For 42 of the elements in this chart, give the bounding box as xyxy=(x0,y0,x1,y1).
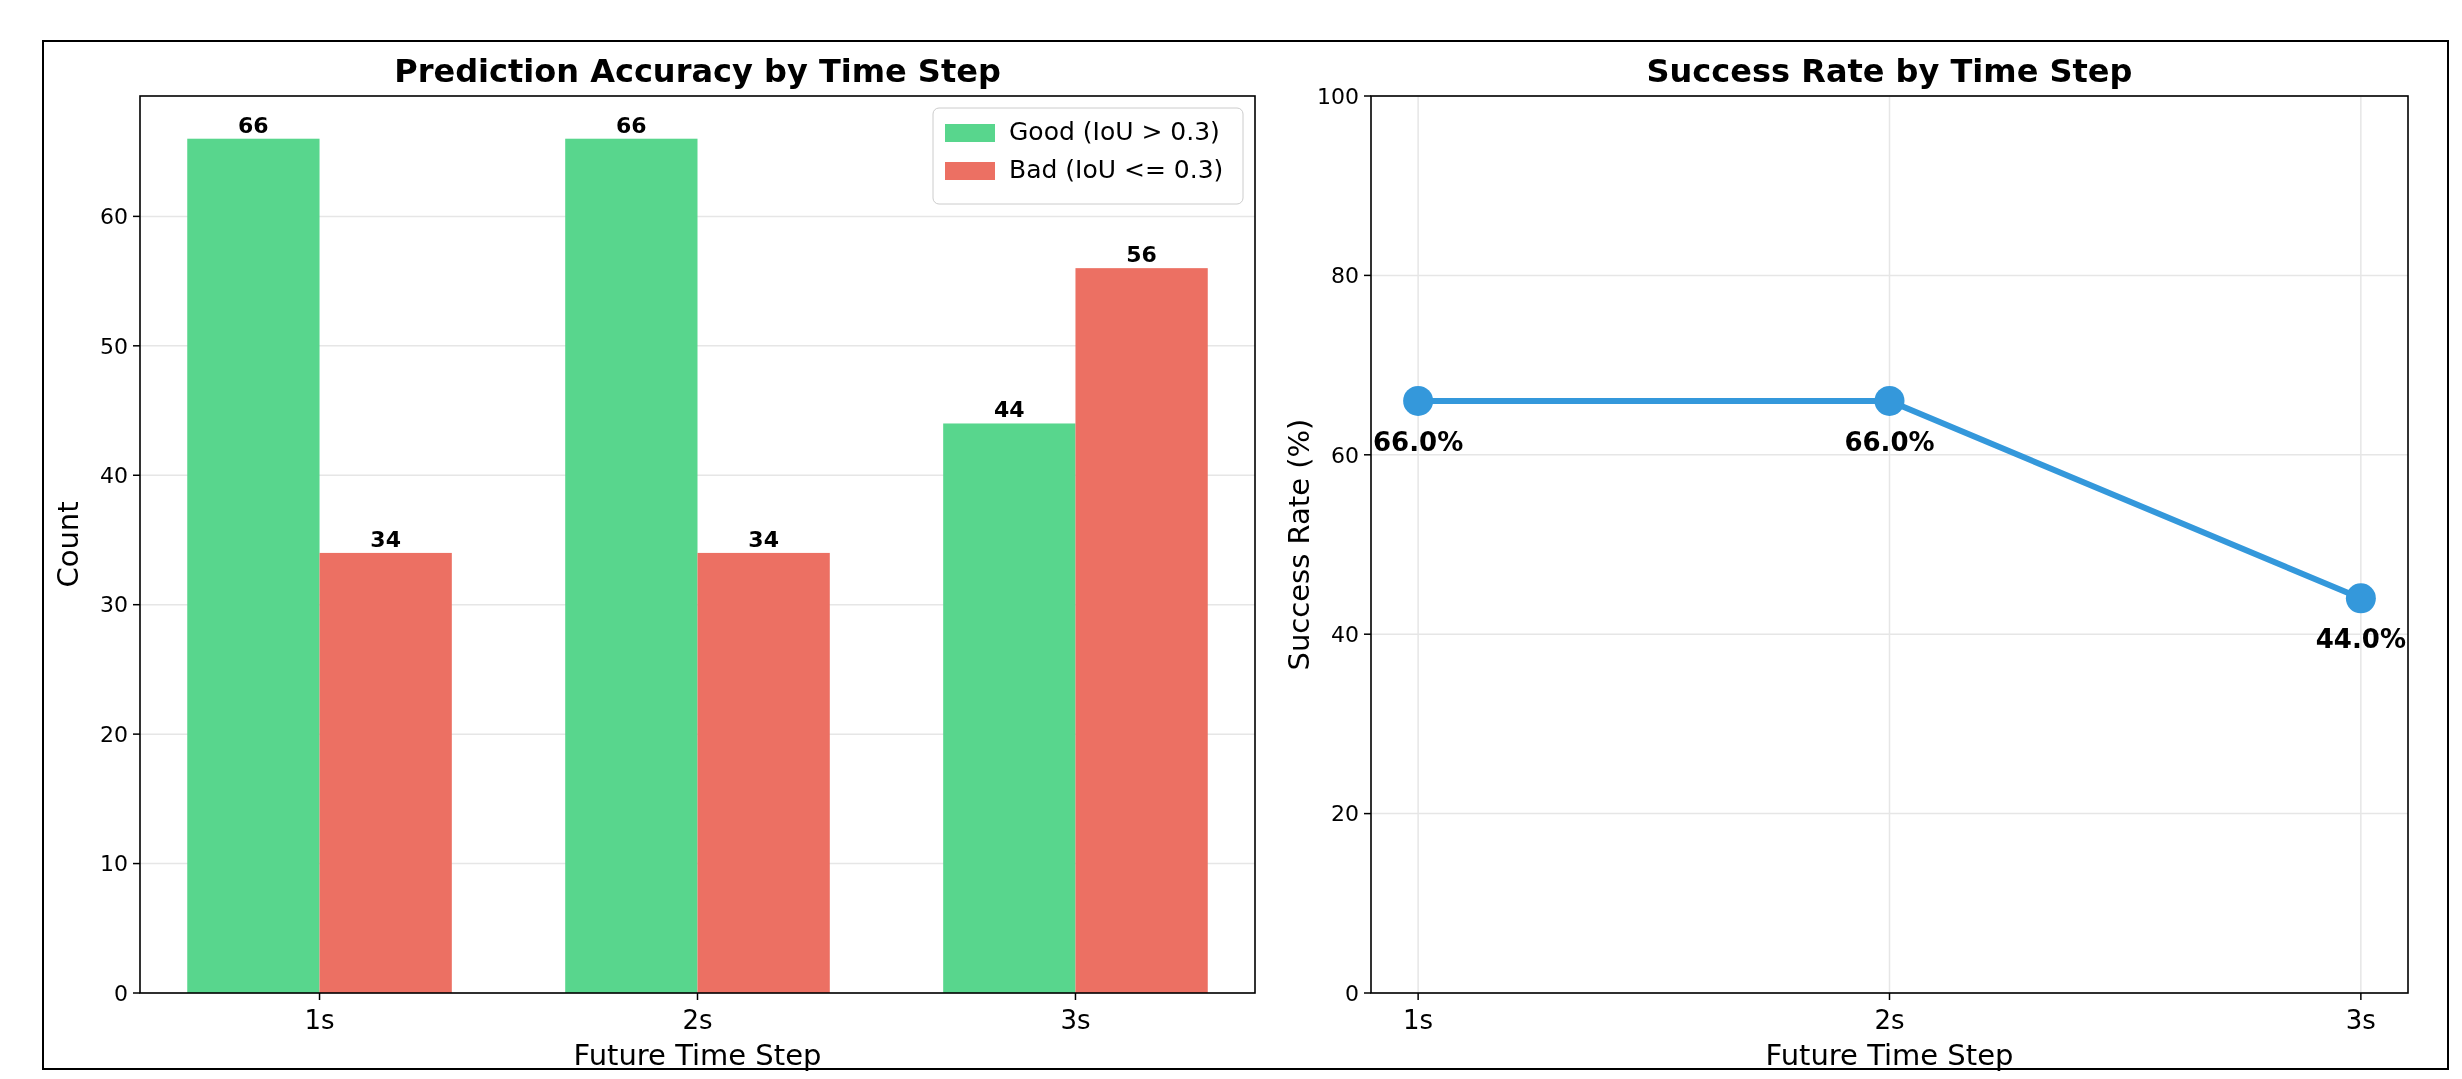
legend-label: Good (IoU > 0.3) xyxy=(1009,117,1220,146)
data-label: 44 xyxy=(994,397,1025,423)
x-axis-title: Future Time Step xyxy=(573,1038,822,1072)
y-tick-label: 20 xyxy=(100,721,128,747)
y-tick-label: 40 xyxy=(100,462,128,488)
bar xyxy=(1075,268,1208,993)
data-label: 56 xyxy=(1126,242,1157,268)
x-tick-label: 3s xyxy=(2345,1005,2376,1035)
bar xyxy=(187,138,320,993)
y-tick-label: 60 xyxy=(1331,442,1359,468)
y-tick-label: 30 xyxy=(100,592,128,618)
y-tick-label: 0 xyxy=(1345,980,1359,1006)
x-tick-label: 2s xyxy=(682,1005,713,1035)
data-label: 66.0% xyxy=(1373,426,1464,457)
y-axis-title: Success Rate (%) xyxy=(1282,418,1316,671)
legend-label: Bad (IoU <= 0.3) xyxy=(1009,155,1224,184)
y-tick-label: 10 xyxy=(100,851,128,877)
y-tick-label: 20 xyxy=(1331,801,1359,827)
x-tick-label: 2s xyxy=(1874,1005,1905,1035)
data-label: 66 xyxy=(616,112,647,138)
x-tick-label: 1s xyxy=(304,1005,335,1035)
y-tick-label: 100 xyxy=(1317,83,1359,109)
data-label: 44.0% xyxy=(2315,624,2406,655)
y-tick-label: 60 xyxy=(100,204,128,230)
y-tick-label: 50 xyxy=(100,333,128,359)
chart-title: Success Rate by Time Step xyxy=(1646,52,2133,90)
bar xyxy=(319,552,452,993)
bar xyxy=(697,552,830,993)
y-tick-label: 80 xyxy=(1331,263,1359,289)
bar xyxy=(565,138,698,993)
chart-title: Prediction Accuracy by Time Step xyxy=(394,52,1001,90)
bar xyxy=(943,423,1076,993)
x-tick-label: 3s xyxy=(1060,1005,1091,1035)
y-axis-title: Count xyxy=(51,501,85,588)
data-label: 34 xyxy=(370,526,401,552)
x-axis-title: Future Time Step xyxy=(1765,1038,2014,1072)
y-tick-label: 0 xyxy=(114,980,128,1006)
x-tick-label: 1s xyxy=(1403,1005,1434,1035)
data-label: 34 xyxy=(748,526,779,552)
y-tick-label: 40 xyxy=(1331,621,1359,647)
data-label: 66.0% xyxy=(1844,426,1935,457)
data-label: 66 xyxy=(238,112,269,138)
